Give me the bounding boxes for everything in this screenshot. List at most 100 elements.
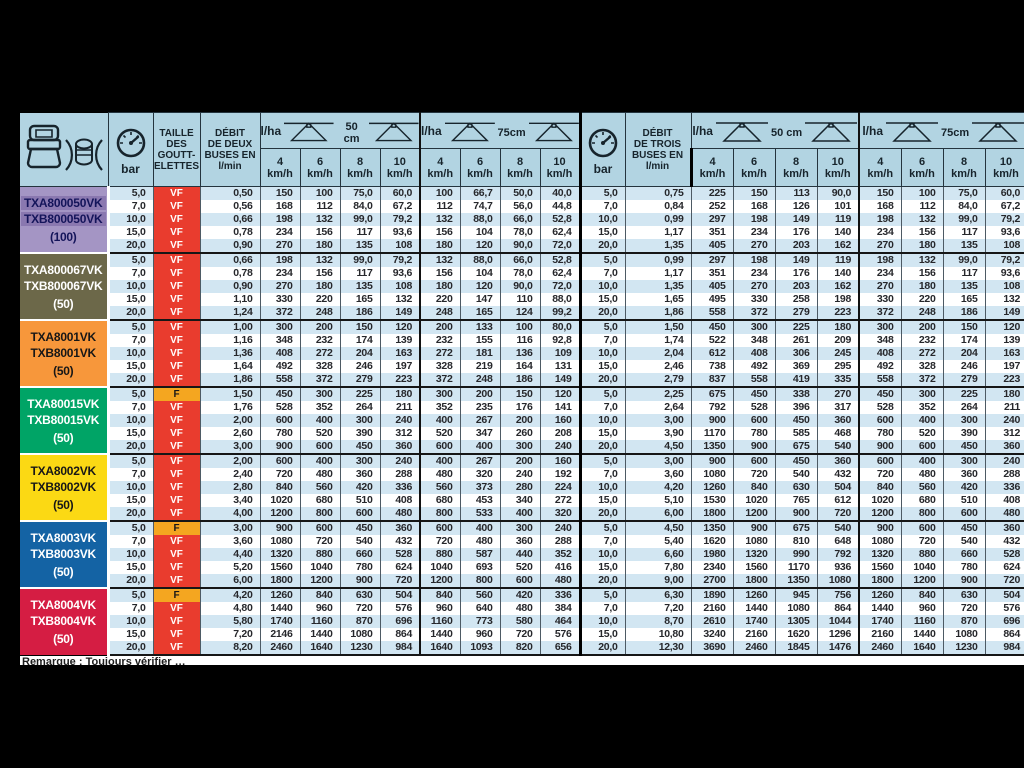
lha-50cm-group-header: l/ha 50 cm — [259, 112, 421, 149]
rate-cell: 453 — [459, 494, 500, 507]
rate-cell: 1200 — [259, 507, 300, 521]
table-body: TXA800050VK TXB800050VK (100) 5,0 VF 0,50 150 1… — [20, 186, 1024, 656]
rate-cell: 416 — [539, 561, 580, 574]
rate-cell: 1350 — [690, 440, 733, 454]
remark-text: Remarque : Toujours vérifier … — [22, 656, 186, 665]
rate-cell: 223 — [379, 373, 420, 387]
table-row: 7,0 VF 3,60 1080 720 540 432 720 480 360 288 7,0 5,4… — [20, 535, 1024, 548]
rate-cell: 116 — [499, 334, 540, 347]
bar-cell: 20,0 — [578, 373, 625, 387]
rate-cell: 279 — [774, 306, 817, 320]
rate-cell: 600 — [732, 414, 775, 427]
rate-cell: 240 — [379, 453, 420, 468]
rate-cell: 800 — [459, 574, 500, 588]
rate-cell: 198 — [259, 252, 300, 267]
rate-cell: 720 — [816, 507, 859, 521]
rate-cell: 198 — [732, 252, 775, 267]
rate-cell: 558 — [690, 306, 733, 320]
pack-quantity: (50) — [53, 497, 74, 512]
speed-header-row: 4 km/h 6 km/h 8 km/h 10 km/h 4 km/h 6 km/h 8 km/h 10 km… — [20, 148, 1024, 187]
rate-cell: 900 — [339, 574, 380, 588]
rate-cell: 180 — [419, 239, 460, 253]
rate-cell: 270 — [259, 239, 300, 253]
rate-cell: 1080 — [816, 574, 859, 588]
rate-cell: 522 — [690, 334, 733, 347]
rate-cell: 495 — [690, 293, 733, 306]
rate-cell: 528 — [984, 548, 1024, 561]
rate-cell: 864 — [816, 602, 859, 615]
nozzle-model-name: TXB8002VK — [30, 479, 97, 494]
droplet-size-cell: VF — [152, 427, 200, 440]
rate-cell: 104 — [459, 226, 500, 239]
rate-cell: 300 — [339, 453, 380, 468]
rate-cell: 101 — [816, 200, 859, 213]
rate-cell: 139 — [984, 334, 1024, 347]
pack-quantity: (100) — [49, 229, 77, 244]
rate-cell: 450 — [774, 414, 817, 427]
rate-cell: 162 — [816, 280, 859, 293]
rate-cell: 131 — [539, 360, 580, 373]
rate-cell: 800 — [419, 507, 460, 521]
rate-cell: 208 — [539, 427, 580, 440]
nozzle-model-name: TXB8003VK — [30, 546, 97, 561]
remark-strip: Remarque : Toujours vérifier … — [20, 656, 1024, 665]
rate-cell: 84,0 — [942, 200, 985, 213]
flow-two-nozzles-cell: 4,80 — [199, 602, 260, 615]
rate-cell: 528 — [732, 401, 775, 414]
rate-cell: 780 — [339, 561, 380, 574]
bar-cell: 15,0 — [107, 561, 153, 574]
bar-cell: 7,0 — [578, 267, 625, 280]
rate-cell: 328 — [900, 360, 943, 373]
rate-cell: 312 — [984, 427, 1024, 440]
rate-cell: 270 — [858, 280, 901, 293]
rate-cell: 1440 — [858, 602, 901, 615]
rate-cell: 156 — [299, 267, 340, 280]
rate-cell: 1640 — [900, 641, 943, 656]
rate-cell: 306 — [774, 347, 817, 360]
rate-cell: 1200 — [419, 574, 460, 588]
droplet-size-cell: VF — [152, 440, 200, 454]
droplet-size-cell: VF — [152, 226, 200, 239]
pack-quantity: (50) — [53, 564, 74, 579]
bar-cell: 20,0 — [107, 507, 153, 521]
flow-three-nozzles-cell: 2,46 — [624, 360, 691, 373]
lha-label: l/ha — [260, 123, 282, 138]
pressure-gauge-icon — [116, 128, 145, 157]
nozzle-model-name: TXB8004VK — [30, 614, 97, 628]
flow-two-nozzles-cell: 2,80 — [199, 481, 260, 494]
rate-cell: 165 — [339, 293, 380, 306]
rate-cell: 198 — [816, 293, 859, 306]
rate-cell: 52,8 — [539, 252, 580, 267]
rate-cell: 480 — [379, 507, 420, 521]
rate-cell: 224 — [539, 481, 580, 494]
bar-cell: 10,0 — [107, 414, 153, 427]
rate-cell: 72,0 — [539, 280, 580, 293]
rate-cell: 560 — [459, 587, 500, 602]
rate-cell: 165 — [942, 293, 985, 306]
rate-cell: 464 — [539, 615, 580, 628]
rate-cell: 168 — [259, 200, 300, 213]
rate-cell: 820 — [499, 641, 540, 656]
rate-cell: 480 — [459, 535, 500, 548]
rate-cell: 336 — [539, 587, 580, 602]
rate-cell: 240 — [984, 453, 1024, 468]
rate-cell: 248 — [299, 306, 340, 320]
rate-cell: 108 — [379, 239, 420, 253]
rate-cell: 348 — [259, 334, 300, 347]
spray-boom-icon — [284, 121, 334, 141]
table-row: 7,0 VF 1,16 348 232 174 139 232 155 116 92,8 7,0 1,7… — [20, 334, 1024, 347]
rate-cell: 450 — [690, 319, 733, 334]
rate-cell: 510 — [942, 494, 985, 507]
rate-cell: 149 — [774, 213, 817, 226]
rate-cell: 108 — [984, 239, 1024, 253]
rate-cell: 1040 — [419, 561, 460, 574]
droplet-size-cell: VF — [152, 373, 200, 387]
rate-cell: 160 — [539, 453, 580, 468]
rate-cell: 492 — [259, 360, 300, 373]
rate-cell: 528 — [858, 401, 901, 414]
rate-cell: 88,0 — [459, 252, 500, 267]
rate-cell: 211 — [379, 401, 420, 414]
pressure-column-header: bar — [107, 112, 154, 187]
rate-cell: 720 — [379, 574, 420, 588]
pressure-column-header-2: bar — [578, 112, 626, 187]
